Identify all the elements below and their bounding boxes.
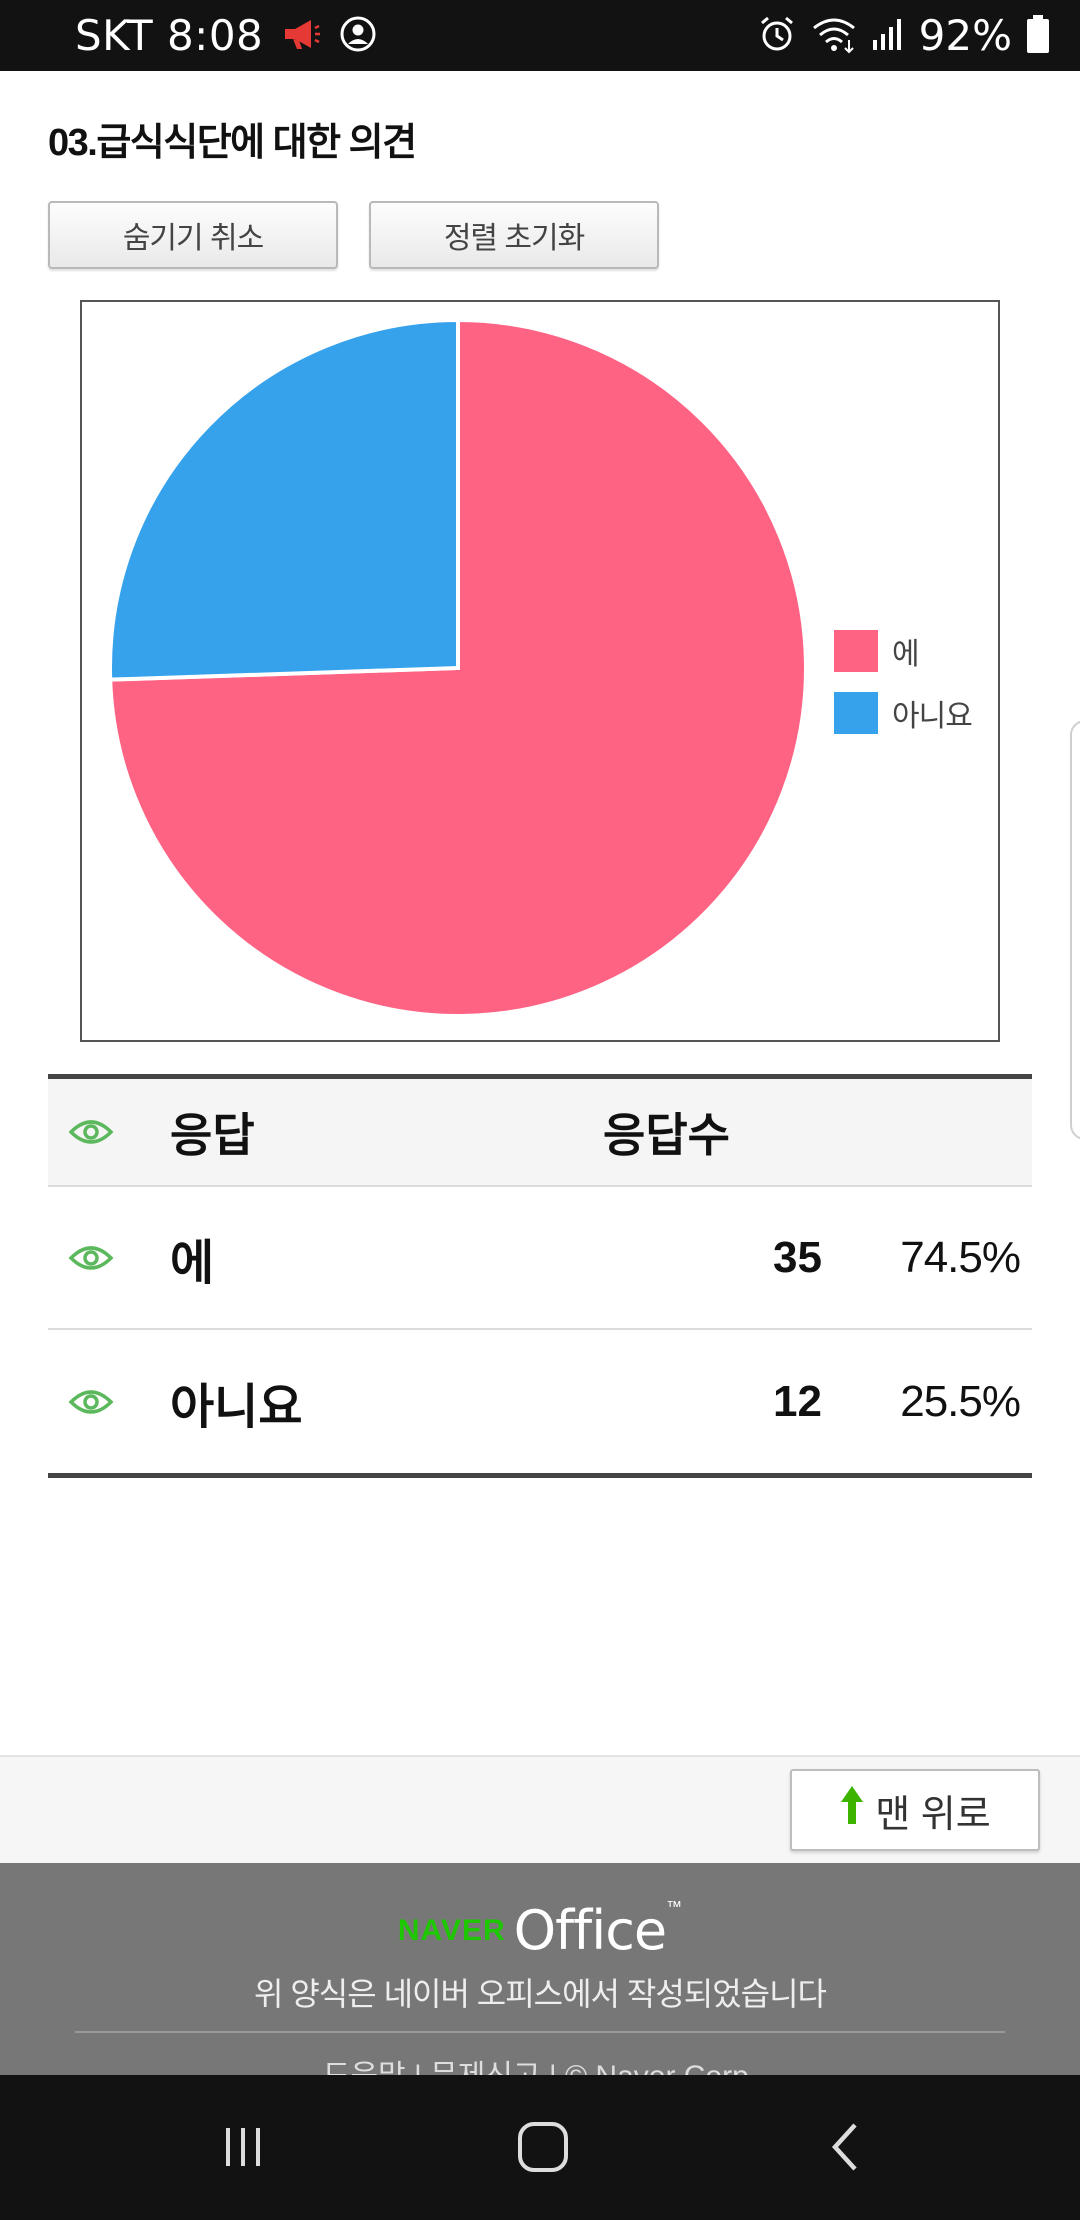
status-left: SKT 8:08 bbox=[75, 0, 377, 71]
status-right: 92% bbox=[757, 0, 1050, 71]
legend-swatch-yes bbox=[834, 630, 878, 672]
legend-label-yes: 에 bbox=[892, 638, 920, 671]
footer-note: 위 양식은 네이버 오피스에서 작성되었습니다 bbox=[254, 1976, 827, 2012]
table-header-row: 응답 응답수 bbox=[48, 1079, 1032, 1187]
eye-icon[interactable] bbox=[68, 1243, 114, 1273]
legend-item-yes[interactable]: 에 bbox=[834, 620, 972, 682]
pie-chart-container: 에 아니요 bbox=[80, 300, 1000, 1042]
signal-icon bbox=[871, 16, 905, 56]
back-button[interactable] bbox=[806, 2111, 886, 2183]
legend-swatch-no bbox=[834, 692, 878, 734]
eye-icon[interactable] bbox=[68, 1117, 114, 1147]
header-answer: 응답 bbox=[170, 1109, 255, 1161]
naver-office-logo: NAVER Office™ bbox=[397, 1899, 683, 1962]
navigation-bar bbox=[0, 2075, 1080, 2220]
answer-count: 35 bbox=[773, 1232, 822, 1282]
up-arrow-icon bbox=[839, 1784, 865, 1836]
footer-divider bbox=[75, 2031, 1005, 2033]
office-wordmark: Office bbox=[513, 1899, 667, 1962]
answer-label: 아니요 bbox=[170, 1380, 303, 1434]
home-icon bbox=[518, 2122, 568, 2172]
question-title: 03.급식식단에 대한 의견 bbox=[48, 122, 417, 164]
footer-links[interactable]: 도움말 | 문제신고 | © Naver Corp. bbox=[0, 2051, 1080, 2075]
sort-reset-button[interactable]: 정렬 초기화 bbox=[369, 201, 659, 269]
eye-icon[interactable] bbox=[68, 1387, 114, 1417]
table-row: 에 35 74.5% bbox=[48, 1187, 1032, 1330]
hide-cancel-button[interactable]: 숨기기 취소 bbox=[48, 201, 338, 269]
answer-percent: 25.5% bbox=[900, 1376, 1021, 1426]
answer-count: 12 bbox=[773, 1376, 822, 1426]
battery-percent: 92% bbox=[918, 11, 1012, 60]
back-to-top-bar: 맨 위로 bbox=[0, 1755, 1080, 1863]
naver-wordmark: NAVER bbox=[397, 1913, 506, 1947]
home-button[interactable] bbox=[503, 2111, 583, 2183]
back-to-top-label: 맨 위로 bbox=[875, 1793, 991, 1836]
answer-label: 에 bbox=[170, 1236, 215, 1290]
pie-chart bbox=[108, 317, 808, 1018]
alarm-icon bbox=[757, 14, 797, 58]
result-table: 응답 응답수 에 35 74.5% 아니요 12 25.5% bbox=[48, 1074, 1032, 1478]
back-icon bbox=[831, 2123, 857, 2171]
carrier-time: SKT 8:08 bbox=[75, 11, 264, 60]
back-to-top-button[interactable]: 맨 위로 bbox=[790, 1769, 1040, 1851]
megaphone-icon bbox=[281, 16, 321, 56]
pie-slice-no[interactable] bbox=[108, 317, 460, 682]
account-circle-icon bbox=[339, 15, 377, 57]
table-row: 아니요 12 25.5% bbox=[48, 1330, 1032, 1473]
edge-panel-handle[interactable] bbox=[1070, 720, 1080, 1140]
battery-icon bbox=[1026, 14, 1050, 58]
header-count[interactable]: 응답수 bbox=[603, 1109, 730, 1161]
recent-apps-icon bbox=[226, 2128, 260, 2166]
status-bar: SKT 8:08 bbox=[0, 0, 1080, 71]
legend-label-no: 아니요 bbox=[892, 700, 973, 733]
legend-item-no[interactable]: 아니요 bbox=[834, 682, 973, 744]
answer-percent: 74.5% bbox=[900, 1232, 1021, 1282]
recent-apps-button[interactable] bbox=[203, 2111, 283, 2183]
wifi-icon bbox=[811, 14, 857, 58]
chart-legend: 에 아니요 bbox=[834, 620, 973, 744]
